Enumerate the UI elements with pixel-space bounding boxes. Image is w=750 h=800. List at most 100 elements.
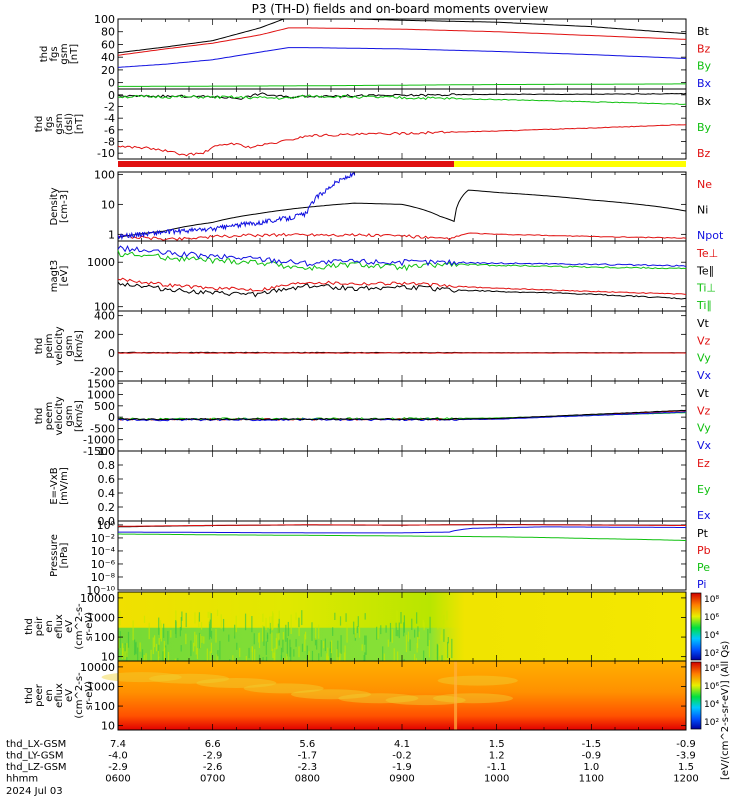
colorbar-label: [eV/(cm^2-s-sr-eV)] (All Qs) <box>720 641 731 780</box>
legend-entry-By: By <box>697 60 712 73</box>
ion-spectrogram-texture <box>385 625 387 633</box>
figure-title: P3 (TH-D) fields and on-board moments ov… <box>252 2 549 16</box>
ion-spectrogram-texture <box>423 650 425 670</box>
ion-spectrogram-texture <box>411 618 413 630</box>
ion-spectrogram-texture <box>293 649 295 657</box>
legend-entry-Npot: Npot <box>697 229 724 242</box>
y-axis-label: peem <box>44 402 55 430</box>
ion-spectrogram-texture <box>397 651 399 663</box>
y-axis-label: (cm^2-s- <box>74 672 85 719</box>
y-axis-label: [eV] <box>59 266 70 287</box>
ion-spectrogram-texture <box>323 641 325 649</box>
ion-spectrogram-texture <box>418 631 420 639</box>
series-Bt <box>117 18 687 54</box>
series-Vz <box>117 352 687 354</box>
ion-spectrogram-texture <box>405 634 408 653</box>
colorbar-ion <box>690 592 702 661</box>
colorbar-ele <box>690 661 702 730</box>
y-tick-label: -1000 <box>83 434 115 447</box>
y-tick-label: -8 <box>104 136 115 149</box>
colorbar-tick-label: 10⁸ <box>704 664 719 674</box>
ion-spectrogram-texture <box>253 633 255 645</box>
y-axis-label: fgs <box>49 46 60 61</box>
series-Bz <box>117 124 687 157</box>
ion-spectrogram-texture <box>308 651 310 670</box>
electron-spectrogram-band <box>437 675 518 686</box>
ion-spectrogram-texture <box>427 629 429 647</box>
legend-entry-Bz: Bz <box>697 42 711 55</box>
ion-spectrogram-texture <box>135 642 137 654</box>
ion-spectrogram-texture <box>193 642 195 652</box>
legend-entry-Bx: Bx <box>697 95 712 108</box>
ion-spectrogram-texture <box>446 641 449 658</box>
mode-bar-segment-red <box>118 161 455 167</box>
x-axis-value: -1.1 <box>487 762 507 773</box>
y-axis-label: peir <box>34 616 45 636</box>
ion-spectrogram-texture <box>397 629 399 637</box>
ion-spectrogram-texture <box>365 635 367 655</box>
ion-spectrogram-texture <box>239 647 241 658</box>
ion-spectrogram-texture <box>285 624 287 642</box>
y-axis-label: peim <box>44 333 55 358</box>
y-axis-label: thd <box>34 408 45 425</box>
ion-spectrogram-texture <box>361 644 363 651</box>
ion-spectrogram-texture <box>163 623 165 638</box>
y-axis-label: peer <box>34 683 45 707</box>
ion-spectrogram-texture <box>318 624 320 639</box>
ion-spectrogram-texture <box>185 633 187 645</box>
ion-spectrogram-texture <box>393 648 395 668</box>
ion-spectrogram-texture <box>423 622 425 631</box>
colorbar-tick-label: 10⁴ <box>704 631 719 641</box>
y-axis-label: gsm <box>64 335 75 356</box>
ion-spectrogram-texture <box>143 654 145 664</box>
ion-spectrogram-texture <box>357 616 359 628</box>
ion-spectrogram-texture <box>447 637 449 644</box>
y-tick-label: 1500 <box>87 377 115 390</box>
y-tick-label: 0 <box>108 347 115 360</box>
ion-spectrogram-texture <box>414 653 416 662</box>
ion-spectrogram-texture <box>441 629 443 641</box>
x-axis-value: 0600 <box>105 774 130 785</box>
y-tick-label: 0.2 <box>98 501 116 514</box>
ion-spectrogram-texture <box>382 646 384 662</box>
y-tick-label: 10⁻⁶ <box>91 558 116 571</box>
legend-entry-Vx: Vx <box>697 439 712 452</box>
ion-spectrogram-texture <box>311 650 314 667</box>
ion-spectrogram-texture <box>251 616 253 633</box>
ion-spectrogram-texture <box>201 635 203 643</box>
panel-frame <box>117 88 687 160</box>
y-tick-label: 10 <box>101 651 115 664</box>
ion-spectrogram-texture <box>215 629 217 643</box>
ion-spectrogram-texture <box>266 632 269 639</box>
ion-spectrogram-texture <box>219 640 221 660</box>
x-axis-value: -0.2 <box>392 751 412 762</box>
series-Ti∥ <box>117 244 687 268</box>
ion-spectrogram-texture <box>287 621 289 637</box>
ion-spectrogram-texture <box>196 648 199 660</box>
ion-spectrogram-texture <box>265 641 267 655</box>
ion-spectrogram-texture <box>327 647 329 660</box>
colorbar-tick-label: 10⁶ <box>704 682 719 692</box>
ion-spectrogram-texture <box>145 653 147 662</box>
y-axis-label: velocity <box>54 396 65 435</box>
ion-spectrogram-texture <box>286 637 288 657</box>
ion-spectrogram-texture <box>417 626 419 638</box>
ion-spectrogram-texture <box>356 626 358 634</box>
electron-spectrogram-band <box>433 693 513 704</box>
y-tick-label: 400 <box>94 310 115 323</box>
ion-spectrogram-texture <box>346 623 348 643</box>
ion-spectrogram-texture <box>326 653 328 660</box>
ion-spectrogram-texture <box>236 642 238 650</box>
legend-entry-Ni: Ni <box>697 204 708 217</box>
mode-bar-segment-yellow <box>454 161 686 167</box>
series-By <box>117 94 687 105</box>
ion-spectrogram-texture <box>262 624 264 642</box>
colorbar: 10⁸ 10⁶ 10⁴ 10² 10⁸ 10⁶ 10⁴ 10² [eV/(cm^2-s-sr-… <box>690 592 731 780</box>
y-axis-label: thd <box>39 46 50 63</box>
y-axis-label: eflux <box>54 683 65 708</box>
ion-spectrogram-texture <box>210 630 213 639</box>
ion-spectrogram-texture <box>208 621 211 640</box>
legend-entry-Vt: Vt <box>697 387 710 400</box>
ion-spectrogram-texture <box>445 651 447 660</box>
